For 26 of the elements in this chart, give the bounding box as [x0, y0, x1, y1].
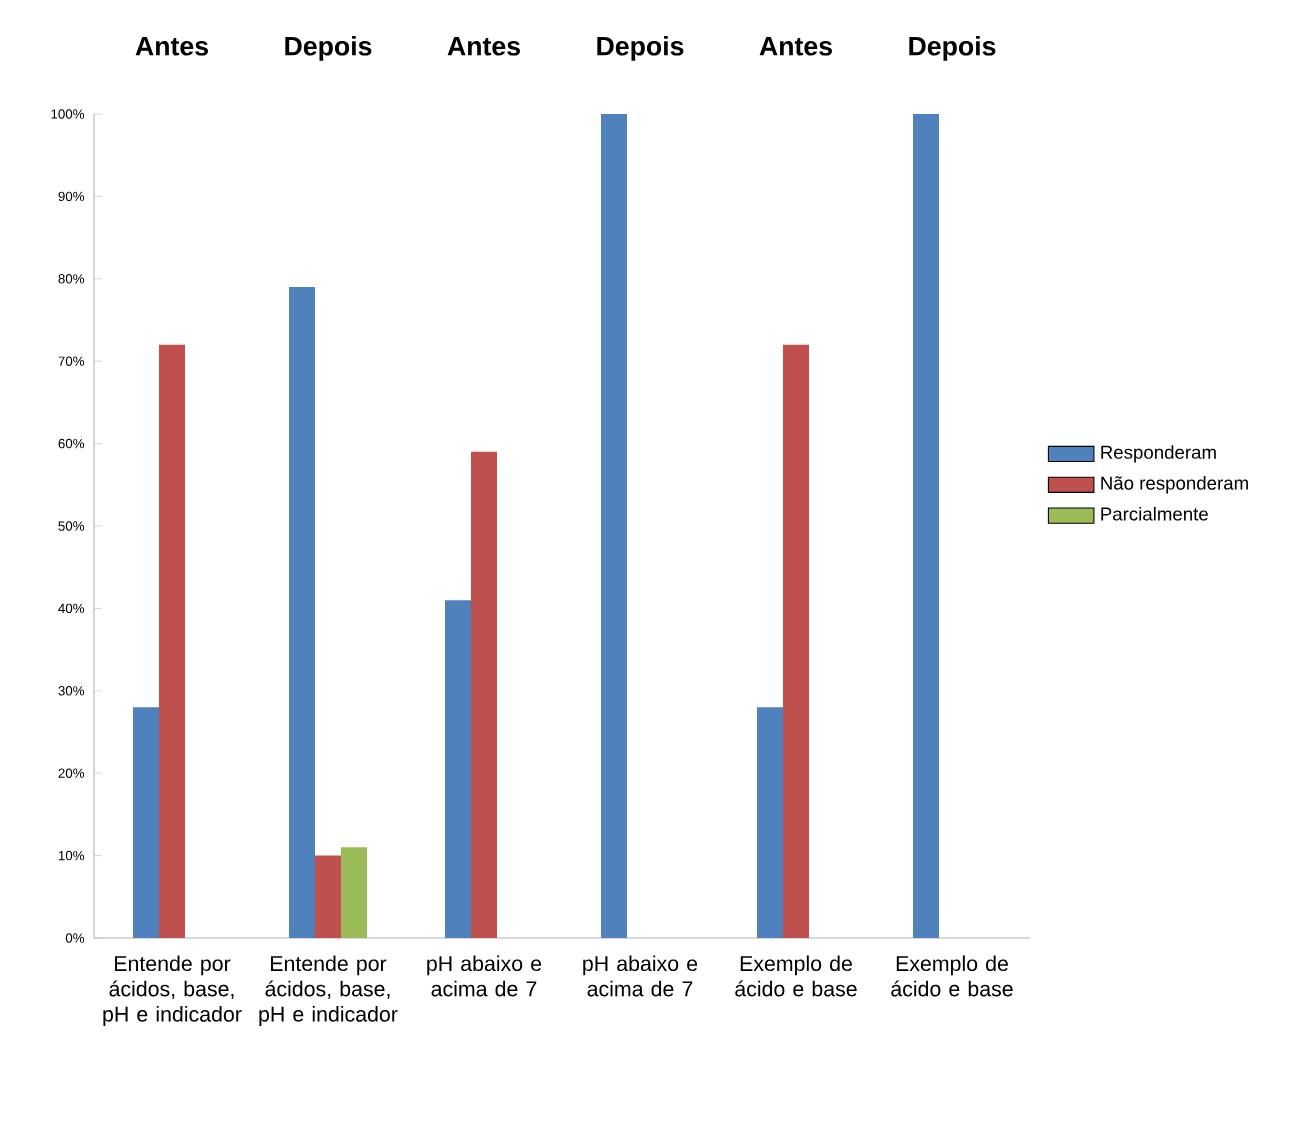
bar: [757, 707, 783, 938]
text: Depois: [597, 36, 684, 61]
bar: [288, 287, 315, 938]
bar: [133, 707, 159, 938]
legend-label: Responderam: [1101, 445, 1216, 463]
text: Antes: [135, 36, 208, 56]
text: Depois: [909, 36, 996, 61]
bar: [913, 114, 939, 938]
bar: [471, 451, 497, 938]
text: Antes: [447, 36, 520, 56]
bar: [341, 847, 367, 938]
x-tick-label: Entende por ácidos, base, pH e indicador: [103, 955, 242, 1026]
text: Depois: [285, 36, 372, 61]
bar: [782, 344, 809, 938]
x-tick-label: Exemplo de ácido e base: [891, 955, 1013, 997]
bar: [315, 855, 341, 938]
legend-label: Parcialmente: [1101, 506, 1208, 521]
x-tick-label: pH abaixo e acima de 7: [583, 955, 698, 997]
bar: [444, 600, 471, 938]
bar: [159, 344, 185, 938]
x-tick-label: pH abaixo e acima de 7: [427, 955, 542, 997]
x-tick-label: Exemplo de ácido e base: [735, 955, 857, 997]
bar: [600, 114, 627, 938]
legend-label: Não responderam: [1101, 476, 1248, 494]
text: Antes: [759, 36, 832, 56]
x-tick-label: Entende por ácidos, base, pH e indicador: [259, 955, 398, 1026]
